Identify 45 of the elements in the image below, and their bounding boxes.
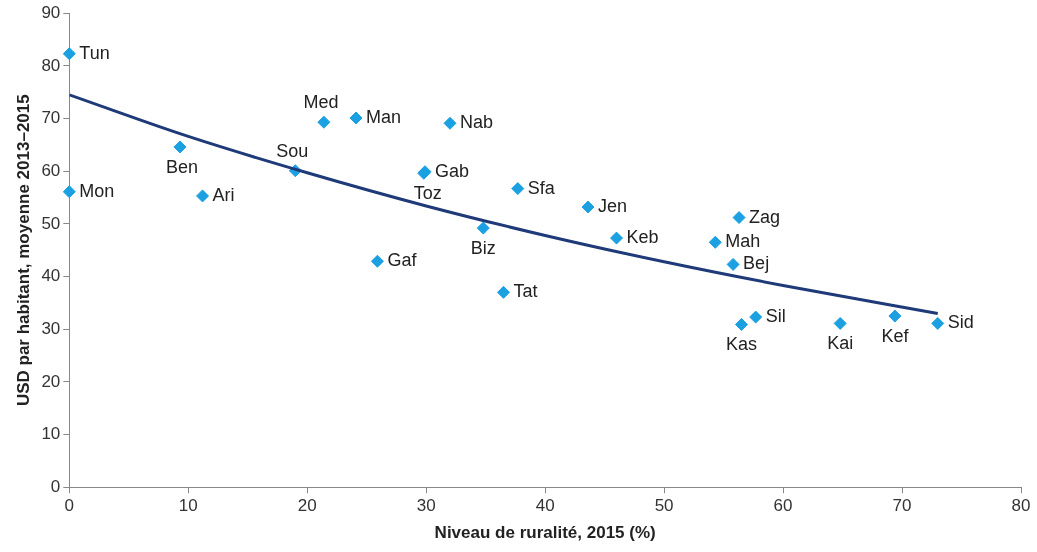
- x-axis-title: Niveau de ruralité, 2015 (%): [434, 523, 656, 543]
- y-tick-label: 60: [41, 160, 61, 180]
- x-tick-label: 80: [1011, 496, 1031, 516]
- annotation: Sid: [947, 312, 974, 333]
- annotation: Bej: [743, 253, 770, 274]
- y-axis-title: USD par habitant, moyenne 2013–2015: [13, 94, 33, 407]
- x-tick-label: 30: [416, 496, 436, 516]
- annotation: Zag: [749, 206, 781, 227]
- x-tick-label: 20: [297, 496, 317, 516]
- y-tick-label: 50: [41, 213, 61, 233]
- annotation: Gab: [435, 160, 470, 181]
- y-tick-label: 10: [41, 424, 61, 444]
- annotation: Mah: [725, 231, 761, 252]
- x-tick-label: 70: [892, 496, 912, 516]
- x-tick-label: 0: [64, 496, 75, 516]
- annotation: Gaf: [387, 250, 418, 271]
- annotation: Kas: [725, 334, 757, 355]
- annotation: Man: [366, 106, 402, 127]
- annotation: Nab: [459, 112, 494, 133]
- annotation: Kai: [827, 333, 854, 354]
- annotation: Biz: [470, 238, 496, 259]
- annotation: Sou: [276, 140, 309, 161]
- annotation: Keb: [626, 227, 659, 248]
- annotation: Ari: [212, 184, 235, 205]
- annotation: Ben: [165, 156, 198, 177]
- annotation: Med: [303, 92, 339, 113]
- y-tick-label: 90: [41, 2, 61, 22]
- annotation: Sfa: [527, 177, 556, 198]
- x-tick-label: 60: [773, 496, 793, 516]
- annotation: Kef: [881, 326, 910, 346]
- annotation: Tun: [79, 42, 110, 63]
- annotation: Tat: [513, 281, 538, 302]
- x-tick-label: 10: [178, 496, 198, 516]
- y-tick-label: 30: [41, 318, 61, 338]
- y-tick-label: 20: [41, 371, 61, 391]
- y-tick-label: 40: [41, 266, 61, 286]
- y-tick-label: 70: [41, 108, 61, 128]
- annotation: Sil: [765, 306, 786, 327]
- annotation: Mon: [79, 180, 115, 201]
- annotation: Toz: [413, 183, 442, 204]
- annotation: Jen: [597, 195, 628, 216]
- y-tick-label: 0: [50, 476, 61, 496]
- x-tick-label: 50: [654, 496, 674, 516]
- x-tick-label: 40: [535, 496, 555, 516]
- y-tick-label: 80: [41, 55, 61, 75]
